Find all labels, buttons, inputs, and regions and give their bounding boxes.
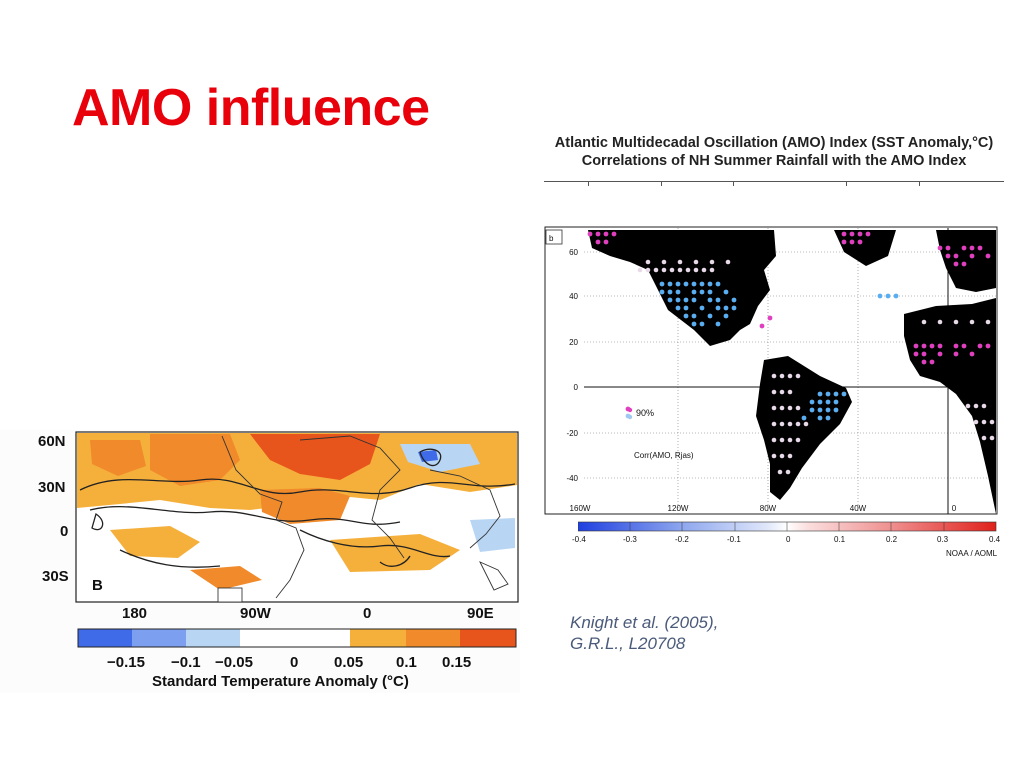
temperature-anomaly-map: B [75,431,519,603]
title-rule-tick [661,181,662,186]
greenland-land [834,230,896,266]
left-colorbar-title: Standard Temperature Anomaly (°C) [152,673,409,690]
right-figure-title: Atlantic Multidecadal Oscillation (AMO) … [544,134,1004,170]
left-lat-label: 0 [60,523,69,540]
legend-correlation-label: Corr(AMO, Rjas) [634,451,694,460]
left-colorbar-tick: −0.05 [215,654,253,671]
right-figure-title-line2: Correlations of NH Summer Rainfall with … [581,153,967,169]
lat-axis-labels: 60 40 20 0 -20 -40 [566,248,578,483]
insignificant-dots [637,259,995,475]
temperature-anomaly-figure: B [0,430,520,693]
north-america-land [588,230,776,346]
lon-label: 160W [570,504,591,513]
lon-label: 40W [850,504,867,513]
title-rule-tick [919,181,920,186]
left-panel-label: B [92,577,103,594]
lon-label: 80W [760,504,777,513]
slide-title: AMO influence [72,79,430,137]
left-lon-label: 180 [122,605,148,622]
legend-significance-label: 90% [636,408,654,418]
panel-label: b [549,234,554,243]
negative-correlation-dots [659,281,899,421]
anomaly-patch-strong [90,440,146,476]
lon-label: 120W [668,504,689,513]
lat-label: 60 [569,248,578,257]
correlation-colorbar [578,521,997,532]
continent-outlines [221,435,509,599]
colorbar-tick: -0.3 [623,535,637,544]
panel-label-box [545,229,563,245]
left-lat-label: 30S [42,568,69,585]
anomaly-patch-cool [470,518,515,552]
colorbar-tick: 0.2 [886,535,898,544]
left-lat-label: 60N [38,433,66,450]
left-colorbar-tick: 0.1 [396,654,417,671]
left-lon-label: 90E [467,605,494,622]
colorbar-tick: 0.3 [937,535,949,544]
colorbar-tick: 0.4 [989,535,1001,544]
left-map-inset-box [217,587,243,603]
anomaly-patch-warm [110,526,200,558]
rainfall-correlation-map: b [544,226,998,515]
left-colorbar-tick: 0.05 [334,654,364,671]
left-colorbar-tick: 0.15 [442,654,472,671]
colorbar-tick: 0.1 [834,535,846,544]
left-lon-label: 0 [363,605,372,622]
figure-credit: NOAA / AOML [946,549,998,558]
left-lon-label: 90W [240,605,271,622]
colorbar-dividers [629,522,945,531]
left-lat-label: 30N [38,479,66,496]
temperature-colorbar [77,628,517,648]
right-figure-title-line1: Atlantic Multidecadal Oscillation (AMO) … [554,135,994,151]
lon-label: 0 [952,504,957,513]
europe-land [936,230,996,292]
left-colorbar-tick: −0.1 [171,654,201,671]
left-colorbar-tick: 0 [290,654,299,671]
lat-label: -20 [566,429,578,438]
lat-label: -40 [566,474,578,483]
colorbar-tick: 0 [786,535,791,544]
anomaly-patch-warm [330,534,460,572]
legend-significance-dot [625,413,631,419]
title-rule [544,181,1004,182]
colorbar-tick: -0.2 [675,535,689,544]
anomaly-patch-strong [260,488,350,524]
correlation-dots [587,231,995,475]
citation-line2: G.R.L., L20708 [570,634,686,653]
title-rule-tick [846,181,847,186]
anomaly-patch-strong [150,434,240,486]
title-rule-tick [588,181,589,186]
lon-axis-labels: 160W 120W 80W 40W 0 [570,504,957,513]
lat-label: 0 [574,383,579,392]
colorbar-frame [77,628,517,648]
anomaly-contours [79,448,516,568]
significant-positive-dots [587,231,991,413]
anomaly-patch-strong [190,566,262,590]
legend-significance-dot [625,406,631,412]
lat-label: 40 [569,292,578,301]
title-rule-tick [733,181,734,186]
citation-line1: Knight et al. (2005), [570,613,719,632]
left-colorbar-tick: −0.15 [107,654,145,671]
colorbar-tick: -0.4 [572,535,586,544]
lat-label: 20 [569,338,578,347]
anomaly-patch-strongest [250,434,380,480]
citation: Knight et al. (2005), G.R.L., L20708 [570,612,718,654]
colorbar-tick: -0.1 [727,535,741,544]
